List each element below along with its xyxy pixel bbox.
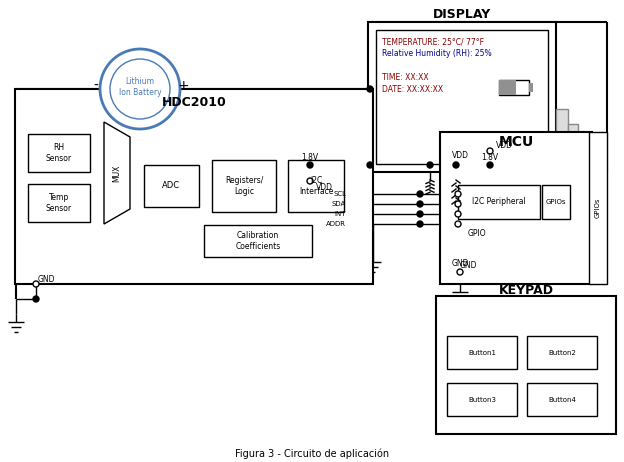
FancyBboxPatch shape: [527, 383, 597, 416]
Text: INT: INT: [334, 211, 346, 217]
Circle shape: [455, 191, 461, 197]
Circle shape: [427, 162, 433, 168]
FancyBboxPatch shape: [368, 22, 556, 172]
FancyBboxPatch shape: [447, 383, 517, 416]
FancyBboxPatch shape: [28, 184, 90, 222]
FancyBboxPatch shape: [15, 89, 373, 284]
FancyBboxPatch shape: [28, 134, 90, 172]
FancyBboxPatch shape: [436, 296, 616, 434]
Circle shape: [417, 191, 423, 197]
Text: DATE: XX:XX:XX: DATE: XX:XX:XX: [382, 85, 443, 93]
Text: SDA: SDA: [332, 201, 346, 207]
Circle shape: [487, 162, 493, 168]
FancyBboxPatch shape: [447, 336, 517, 369]
Circle shape: [487, 148, 493, 154]
FancyBboxPatch shape: [376, 30, 548, 164]
FancyBboxPatch shape: [529, 83, 533, 92]
Circle shape: [455, 211, 461, 217]
Circle shape: [33, 281, 39, 287]
Text: GPIOs: GPIOs: [546, 199, 566, 205]
Text: TIME: XX:XX: TIME: XX:XX: [382, 73, 429, 81]
Text: I2C
Interface: I2C Interface: [299, 176, 333, 196]
Text: Temp
Sensor: Temp Sensor: [46, 193, 72, 213]
FancyBboxPatch shape: [542, 185, 570, 219]
Text: VDD: VDD: [452, 152, 469, 160]
Text: GND: GND: [452, 260, 469, 268]
Text: RH
Sensor: RH Sensor: [46, 143, 72, 163]
Text: MCU: MCU: [499, 135, 534, 149]
FancyBboxPatch shape: [499, 80, 529, 95]
Text: KEYPAD: KEYPAD: [499, 284, 553, 297]
Circle shape: [100, 49, 180, 129]
Text: SCL: SCL: [333, 191, 346, 197]
FancyBboxPatch shape: [288, 160, 344, 212]
Text: Calibration
Coefficients: Calibration Coefficients: [235, 231, 281, 251]
Circle shape: [457, 269, 463, 275]
Text: Relative Humidity (RH): 25%: Relative Humidity (RH): 25%: [382, 49, 492, 59]
FancyBboxPatch shape: [458, 185, 540, 219]
FancyBboxPatch shape: [440, 132, 592, 284]
Circle shape: [455, 201, 461, 207]
Circle shape: [455, 221, 461, 227]
Text: I2C Peripheral: I2C Peripheral: [472, 197, 526, 207]
Text: Registers/
Logic: Registers/ Logic: [225, 176, 263, 196]
Text: Button2: Button2: [548, 350, 576, 356]
Circle shape: [110, 59, 170, 119]
Text: Button1: Button1: [468, 350, 496, 356]
Text: +: +: [177, 79, 189, 93]
Text: GPIOs: GPIOs: [595, 198, 601, 218]
FancyBboxPatch shape: [589, 132, 607, 284]
Text: Button3: Button3: [468, 397, 496, 403]
FancyBboxPatch shape: [212, 160, 276, 212]
Text: TEMPERATURE: 25°C/ 77°F: TEMPERATURE: 25°C/ 77°F: [382, 37, 484, 47]
FancyBboxPatch shape: [556, 109, 568, 164]
FancyBboxPatch shape: [568, 124, 578, 149]
Text: 1.8V: 1.8V: [482, 153, 499, 163]
Text: ADC: ADC: [162, 182, 180, 190]
Circle shape: [417, 221, 423, 227]
Text: HDC2010: HDC2010: [162, 96, 227, 109]
Text: MUX: MUX: [112, 164, 122, 182]
Circle shape: [367, 162, 373, 168]
Circle shape: [307, 178, 313, 184]
Circle shape: [417, 211, 423, 217]
Text: GPIO: GPIO: [468, 230, 487, 238]
Text: Button4: Button4: [548, 397, 576, 403]
Text: Lithium
Ion Battery: Lithium Ion Battery: [119, 77, 162, 97]
Text: GND: GND: [38, 274, 56, 284]
Circle shape: [33, 296, 39, 302]
Circle shape: [307, 162, 313, 168]
FancyBboxPatch shape: [499, 80, 516, 95]
FancyBboxPatch shape: [527, 336, 597, 369]
Text: 1.8V: 1.8V: [301, 153, 319, 163]
Text: Figura 3 - Circuito de aplicación: Figura 3 - Circuito de aplicación: [235, 449, 389, 459]
Text: DISPLAY: DISPLAY: [433, 8, 491, 22]
Polygon shape: [104, 122, 130, 224]
Text: VDD: VDD: [496, 141, 513, 151]
FancyBboxPatch shape: [144, 165, 199, 207]
Text: -: -: [94, 79, 99, 93]
Text: VDD: VDD: [316, 182, 333, 192]
Circle shape: [453, 162, 459, 168]
FancyBboxPatch shape: [204, 225, 312, 257]
Circle shape: [417, 201, 423, 207]
Text: GND: GND: [460, 261, 477, 270]
Text: ADDR: ADDR: [326, 221, 346, 227]
Circle shape: [367, 86, 373, 92]
